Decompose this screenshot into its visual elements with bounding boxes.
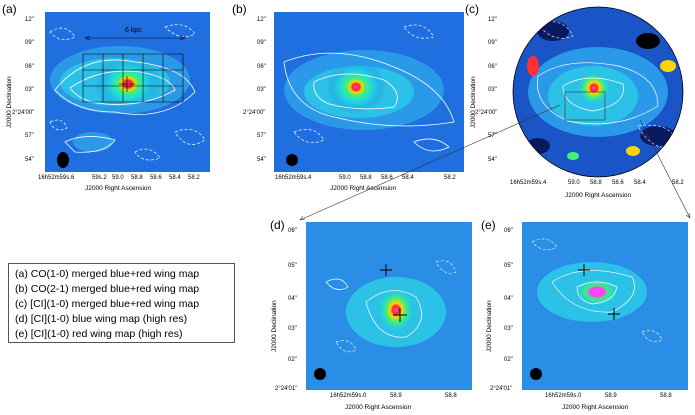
- map-panel-d: [306, 222, 472, 390]
- legend-item: (b) CO(2-1) merged blue+red wing map: [15, 283, 200, 295]
- x-tick: 58.4: [402, 175, 414, 181]
- panel-label-c: (c): [465, 2, 479, 16]
- x-tick: 58.2: [444, 175, 456, 181]
- x-axis-label: J2000 Right Ascension: [330, 185, 397, 192]
- y-tick: 54": [257, 157, 266, 163]
- y-tick: 2°24'01": [275, 386, 298, 392]
- x-tick: 16h52m59s.4: [275, 175, 312, 181]
- x-tick: 59.0: [568, 180, 580, 186]
- y-tick: 12": [25, 17, 34, 23]
- y-tick: 03": [488, 87, 497, 93]
- map-panel-c: [508, 6, 688, 178]
- y-tick: 2°24'00": [243, 110, 266, 116]
- scale-label: 6 kpc: [125, 27, 142, 34]
- y-tick: 02": [288, 357, 297, 363]
- map-panel-e: [522, 222, 688, 390]
- y-tick: 2°24'00": [475, 110, 498, 116]
- y-tick: 09": [257, 40, 266, 46]
- x-tick: 59.0: [339, 175, 351, 181]
- y-axis-label: J2000 Declination: [486, 300, 493, 352]
- legend-item: (c) [CI](1-0) merged blue+red wing map: [15, 298, 200, 310]
- x-tick: 58.8: [131, 175, 143, 181]
- y-tick: 06": [488, 64, 497, 70]
- y-tick: 12": [257, 17, 266, 23]
- y-tick: 57": [257, 133, 266, 139]
- panel-label-b: (b): [232, 2, 247, 16]
- map-panel-a: 6 kpc: [45, 12, 210, 172]
- x-tick: 58.8: [360, 175, 372, 181]
- y-tick: 06": [257, 64, 266, 70]
- y-tick: 04": [288, 296, 297, 302]
- x-axis-label: J2000 Right Ascension: [345, 404, 412, 411]
- legend-box: (a) CO(1-0) merged blue+red wing map (b)…: [8, 263, 235, 343]
- x-tick: 58.6: [612, 180, 624, 186]
- y-tick: 03": [25, 87, 34, 93]
- x-tick: 58.2: [672, 180, 684, 186]
- x-tick: 16h52m59s.6: [38, 175, 75, 181]
- x-tick: 58.4: [634, 180, 646, 186]
- x-tick: 58.8: [660, 393, 672, 399]
- map-panel-b: [274, 12, 464, 172]
- y-tick: 2°24'01": [490, 386, 513, 392]
- x-axis-label: J2000 Right Ascension: [85, 185, 152, 192]
- x-tick: 58.4: [169, 175, 181, 181]
- y-tick: 54": [488, 157, 497, 163]
- y-tick: 04": [504, 296, 513, 302]
- panel-label-d: (d): [270, 218, 285, 232]
- y-tick: 09": [25, 40, 34, 46]
- x-tick: 59.0: [112, 175, 124, 181]
- x-tick: 58.6: [150, 175, 162, 181]
- legend-item: (d) [CI](1-0) blue wing map (high res): [15, 313, 188, 325]
- y-tick: 03": [504, 326, 513, 332]
- y-tick: 57": [25, 133, 34, 139]
- legend-item: (e) [CI](1-0) red wing map (high res): [15, 328, 183, 340]
- x-tick: 16h52m59s.0: [545, 393, 582, 399]
- x-tick: 59s.2: [92, 175, 107, 181]
- x-axis-label: J2000 Right Ascension: [565, 192, 632, 199]
- x-axis-label: J2000 Right Ascension: [562, 404, 629, 411]
- y-tick: 57": [488, 133, 497, 139]
- x-tick: 58.8: [590, 180, 602, 186]
- x-tick: 58.6: [381, 175, 393, 181]
- panel-label-e: (e): [481, 218, 496, 232]
- y-tick: 06": [504, 228, 513, 234]
- x-tick: 58.9: [605, 393, 617, 399]
- y-tick: 06": [25, 64, 34, 70]
- y-axis-label: J2000 Declination: [271, 300, 278, 352]
- panel-label-a: (a): [2, 2, 17, 16]
- x-tick: 16h52m59s.0: [330, 393, 367, 399]
- x-tick: 58.9: [390, 393, 402, 399]
- y-tick: 03": [288, 326, 297, 332]
- y-tick: 05": [504, 263, 513, 269]
- x-tick: 58.8: [445, 393, 457, 399]
- y-tick: 02": [504, 357, 513, 363]
- y-tick: 05": [288, 263, 297, 269]
- x-tick: 16h52m59s.4: [510, 180, 547, 186]
- y-tick: 12": [488, 17, 497, 23]
- y-tick: 54": [25, 157, 34, 163]
- y-tick: 06": [288, 228, 297, 234]
- x-tick: 58.2: [188, 175, 200, 181]
- y-tick: 09": [488, 40, 497, 46]
- y-tick: 2°24'00": [12, 110, 35, 116]
- y-tick: 03": [257, 87, 266, 93]
- legend-item: (a) CO(1-0) merged blue+red wing map: [15, 268, 200, 280]
